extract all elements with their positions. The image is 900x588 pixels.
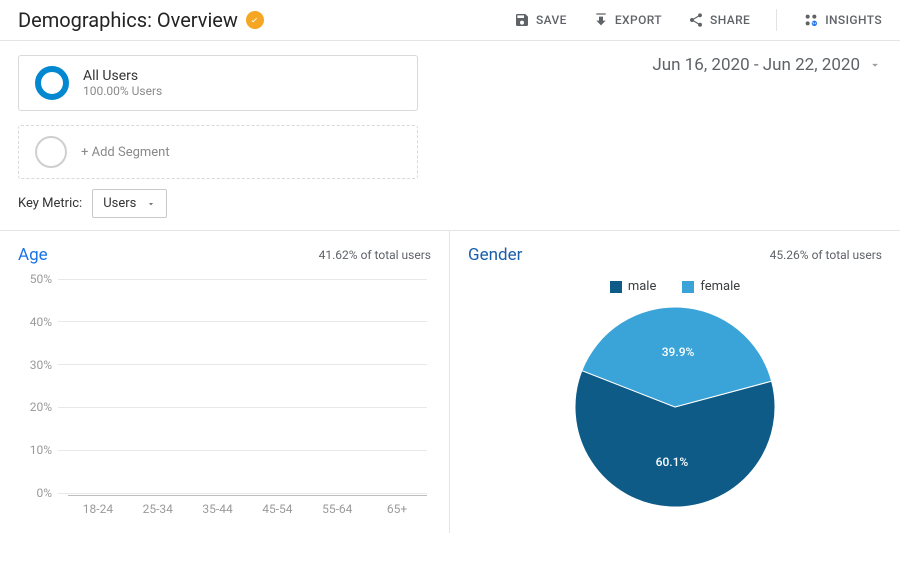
age-panel: Age 41.62% of total users 50% 40% 30% 20% 10… (0, 231, 450, 533)
gender-panel-header: Gender 45.26% of total users (468, 245, 882, 265)
segment-name: All Users (83, 68, 162, 84)
save-button[interactable]: SAVE (514, 12, 567, 28)
date-range-picker[interactable]: Jun 16, 2020 - Jun 22, 2020 (652, 55, 882, 75)
verified-badge-icon (246, 11, 264, 29)
x-tick-label: 45-54 (247, 496, 307, 519)
add-segment-circle-icon (35, 136, 67, 168)
gender-panel: Gender 45.26% of total users malefemale … (450, 231, 900, 533)
insights-button[interactable]: 9+ INSIGHTS (803, 12, 882, 28)
save-label: SAVE (536, 13, 567, 27)
segment-all-users[interactable]: All Users 100.00% Users (18, 55, 418, 111)
page-title: Demographics: Overview (18, 8, 238, 32)
age-panel-title: Age (18, 245, 48, 265)
x-tick-label: 35-44 (188, 496, 248, 519)
export-button[interactable]: EXPORT (593, 12, 662, 28)
gender-pie-wrap: 60.1% 39.9% (468, 298, 882, 516)
x-tick-label: 65+ (367, 496, 427, 519)
legend-swatch-icon (610, 281, 622, 293)
gender-pie-chart: 60.1% 39.9% (575, 307, 775, 507)
legend-label: female (700, 279, 740, 294)
share-label: SHARE (710, 13, 750, 27)
segment-subtitle: 100.00% Users (83, 84, 162, 98)
legend-label: male (628, 279, 657, 294)
add-segment-label: + Add Segment (81, 145, 170, 160)
chevron-down-icon (868, 58, 882, 72)
insights-label: INSIGHTS (825, 13, 882, 27)
gender-panel-title: Gender (468, 245, 522, 265)
export-label: EXPORT (615, 13, 662, 27)
x-tick-label: 18-24 (68, 496, 128, 519)
y-tick-label: 30% (18, 358, 58, 372)
age-bar-chart: 50%40%30%20%10%0%18-2425-3435-4445-5455-… (18, 279, 431, 519)
share-icon (688, 12, 704, 28)
y-tick-label: 50% (18, 272, 58, 286)
key-metric-label: Key Metric: (18, 196, 82, 211)
export-icon (593, 12, 609, 28)
header-left: Demographics: Overview (18, 8, 264, 32)
chart-panels: Age 41.62% of total users 50% 40% 30% 20% 10… (0, 230, 900, 533)
header-separator (776, 9, 777, 31)
age-panel-header: Age 41.62% of total users (18, 245, 431, 265)
segments-row: All Users 100.00% Users + Add Segment Ju… (0, 41, 900, 183)
y-tick-label: 20% (18, 400, 58, 414)
pie-slice-label: 60.1% (656, 455, 689, 469)
y-tick-label: 0% (18, 486, 58, 500)
pie-slice-label: 39.9% (662, 345, 695, 359)
age-panel-note: 41.62% of total users (319, 248, 431, 262)
date-range-label: Jun 16, 2020 - Jun 22, 2020 (652, 55, 860, 75)
chevron-down-icon (146, 199, 156, 209)
gender-legend: male female (468, 279, 882, 294)
svg-text:9+: 9+ (812, 22, 816, 26)
header-actions: SAVE EXPORT SHARE 9+ INSIGHTS (514, 9, 882, 31)
add-segment-button[interactable]: + Add Segment (18, 125, 418, 179)
x-tick-label: 55-64 (307, 496, 367, 519)
y-tick-label: 10% (18, 443, 58, 457)
gender-panel-note: 45.26% of total users (770, 248, 882, 262)
legend-item: male (610, 279, 657, 294)
page-header: Demographics: Overview SAVE EXPORT SHARE… (0, 0, 900, 41)
share-button[interactable]: SHARE (688, 12, 750, 28)
segment-ring-icon (35, 66, 69, 100)
legend-item: female (682, 279, 740, 294)
key-metric-value: Users (103, 196, 136, 211)
segments-column: All Users 100.00% Users + Add Segment (18, 55, 418, 179)
segment-text: All Users 100.00% Users (83, 68, 162, 98)
x-tick-label: 25-34 (128, 496, 188, 519)
key-metric-row: Key Metric: Users (0, 183, 900, 230)
insights-icon: 9+ (803, 12, 819, 28)
key-metric-dropdown[interactable]: Users (92, 189, 167, 218)
save-icon (514, 12, 530, 28)
y-tick-label: 40% (18, 315, 58, 329)
legend-swatch-icon (682, 281, 694, 293)
